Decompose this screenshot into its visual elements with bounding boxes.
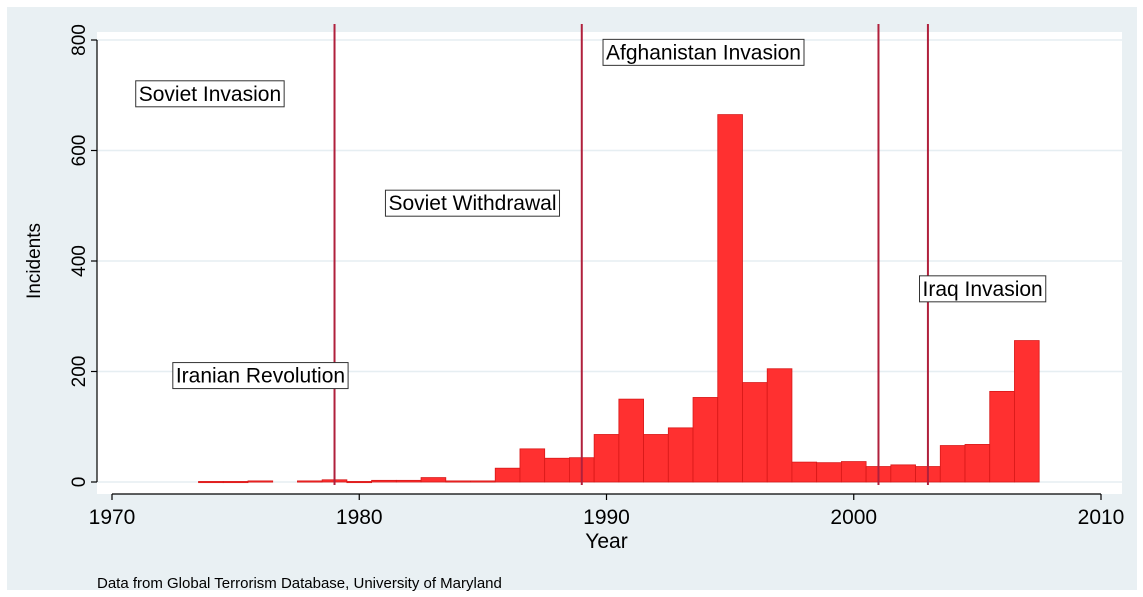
x-tick-label-2010: 2010 <box>1078 506 1125 529</box>
bar-1991 <box>618 398 644 483</box>
bar-1993 <box>667 427 694 483</box>
bar-1998 <box>791 461 818 483</box>
plot-area <box>97 32 1122 494</box>
bar-1978 <box>297 480 323 483</box>
bar-2000 <box>840 461 867 483</box>
bar-2006 <box>989 390 1015 483</box>
y-tick-label-600: 600 <box>69 135 90 167</box>
y-tick-label-0: 0 <box>69 477 90 488</box>
bar-1994 <box>692 397 719 483</box>
annotation-box <box>602 38 805 66</box>
bar-2007 <box>1014 340 1040 483</box>
bar-1974 <box>198 481 224 484</box>
annotation-box <box>384 189 561 217</box>
annotation-label: Afghanistan Invasion <box>606 41 801 64</box>
source-note: Data from Global Terrorism Database, Uni… <box>97 575 502 592</box>
event-lines <box>333 24 929 485</box>
annotation-1: Soviet Withdrawal <box>384 189 561 217</box>
bar-1996 <box>742 382 768 483</box>
x-tick-label-1980: 1980 <box>336 506 383 529</box>
annotation-box <box>919 275 1047 303</box>
bar-1982 <box>395 479 422 483</box>
y-tick-label-200: 200 <box>69 356 90 388</box>
bar-2002 <box>890 464 916 483</box>
bar-1980 <box>346 481 373 484</box>
annotation-3: Iraq Invasion <box>919 275 1047 303</box>
bar-1983 <box>420 477 447 483</box>
annotations: Soviet Invasion Soviet Withdrawal Afghanis… <box>135 38 1047 390</box>
bar-1976 <box>247 480 274 483</box>
x-tick-label-1970: 1970 <box>89 506 136 529</box>
annotation-label: Soviet Withdrawal <box>388 192 556 215</box>
bar-1987 <box>519 448 546 483</box>
y-tick-label-800: 800 <box>69 24 90 56</box>
annotation-0: Soviet Invasion <box>135 80 285 108</box>
annotation-box <box>135 80 285 108</box>
bar-1988 <box>544 457 570 483</box>
bar-2005 <box>964 444 991 483</box>
y-tick-label-400: 400 <box>69 245 90 277</box>
annotation-label: Iranian Revolution <box>176 365 345 388</box>
bar-1981 <box>371 479 397 483</box>
bar-series <box>198 114 1040 484</box>
bar-1999 <box>816 462 842 483</box>
tick-labels: 0 200 400 600 800 1970 1980 1990 2000 2010 <box>69 24 1124 529</box>
bar-1990 <box>593 434 620 483</box>
bar-1986 <box>494 467 521 483</box>
annotation-label: Iraq Invasion <box>923 278 1043 301</box>
bar-1995 <box>717 114 743 483</box>
x-tick-label-2000: 2000 <box>830 506 877 529</box>
bar-1984 <box>445 480 471 483</box>
bar-1975 <box>222 481 249 484</box>
annotation-box <box>172 362 349 390</box>
annotation-label: Soviet Invasion <box>139 83 281 106</box>
bar-2004 <box>939 445 966 483</box>
x-axis-title: Year <box>585 530 627 553</box>
bar-1997 <box>766 368 793 483</box>
x-tick-label-1990: 1990 <box>583 506 630 529</box>
annotation-4: Iranian Revolution <box>172 362 349 390</box>
annotation-2: Afghanistan Invasion <box>602 38 805 66</box>
bar-1992 <box>643 434 669 483</box>
bar-1985 <box>470 480 496 483</box>
y-axis-title: Incidents <box>24 223 45 299</box>
